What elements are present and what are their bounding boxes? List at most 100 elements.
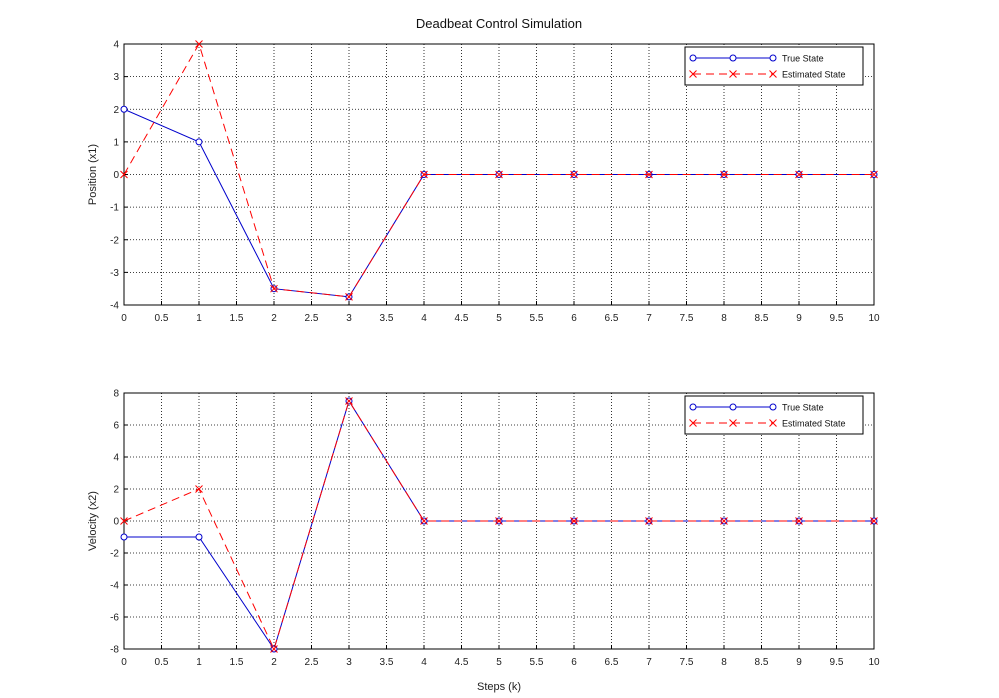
legend-marker: [769, 54, 777, 62]
data-point: [795, 517, 803, 525]
data-point: [570, 170, 578, 179]
data-point: [270, 645, 278, 653]
figure-title: Deadbeat Control Simulation: [416, 16, 582, 31]
legend-marker: [689, 70, 697, 78]
y-tick-label: -2: [110, 549, 119, 560]
x-tick-label: 7.5: [680, 313, 694, 324]
legend-marker: [729, 70, 737, 78]
data-point: [120, 533, 128, 541]
x-tick-label: 1.5: [230, 657, 244, 668]
legend-marker: [729, 54, 737, 62]
data-point: [120, 170, 128, 179]
x-tick-label: 5.5: [530, 313, 544, 324]
x-tick-label: 9.5: [830, 657, 844, 668]
y-tick-label: -2: [110, 235, 119, 246]
data-point: [345, 292, 353, 301]
legend-label: True State: [782, 403, 824, 413]
legend-label: Estimated State: [782, 70, 846, 80]
data-point: [495, 517, 503, 525]
x-tick-label: 3.5: [380, 313, 394, 324]
y-tick-label: 2: [113, 105, 119, 116]
data-point: [720, 170, 728, 179]
legend-marker: [729, 403, 737, 411]
legend-marker: [689, 54, 697, 62]
y-tick-label: 2: [113, 485, 119, 496]
x-tick-label: 3: [346, 313, 352, 324]
legend-box: [684, 46, 864, 86]
y-tick-label: 1: [113, 137, 119, 148]
x-tick-label: 7: [646, 313, 652, 324]
x-tick-label: 3.5: [380, 657, 394, 668]
position-subplot: 0 0.5 1 1.5 2 2.5 3 3.5 4 4.5 5 5.5 6 6.5 7 7.5 8 8.5 9 9.5…: [87, 40, 880, 325]
x-tick-label: 10: [868, 313, 880, 324]
data-point: [195, 40, 203, 48]
legend-marker: [769, 403, 777, 411]
x-tick-label: 4.5: [455, 313, 469, 324]
data-point: [270, 284, 278, 293]
x-tick-label: 1: [196, 657, 202, 668]
x-tick-label: 5: [496, 657, 502, 668]
y-tick-label: 0: [113, 517, 119, 528]
x-tick-label: 0.5: [155, 657, 169, 668]
x-tick-label: 8: [721, 313, 727, 324]
data-point: [345, 397, 353, 405]
data-point: [120, 105, 128, 113]
legend-marker: [769, 419, 777, 427]
x-tick-label: 0: [121, 657, 127, 668]
legend: True State Estimated State: [684, 46, 864, 86]
x-tick-label: 4: [421, 313, 427, 324]
data-point: [195, 485, 203, 493]
legend-marker: [689, 403, 697, 411]
data-point: [570, 517, 578, 525]
data-point: [195, 138, 203, 146]
legend-marker: [729, 419, 737, 427]
y-tick-label: -3: [110, 268, 119, 279]
x-tick-label: 7.5: [680, 657, 694, 668]
x-tick-label: 6: [571, 313, 577, 324]
x-tick-label: 1.5: [230, 313, 244, 324]
y-tick-label: 8: [113, 389, 119, 400]
x-tick-label: 5.5: [530, 657, 544, 668]
x-tick-label: 1: [196, 313, 202, 324]
legend-marker: [689, 419, 697, 427]
data-point: [870, 517, 878, 525]
data-point: [870, 170, 878, 179]
data-point: [795, 170, 803, 179]
data-point: [645, 517, 653, 525]
x-tick-label: 8: [721, 657, 727, 668]
legend-box: [684, 395, 864, 435]
x-tick-label: 6.5: [605, 657, 619, 668]
y-tick-label: 4: [113, 40, 119, 51]
data-point: [495, 170, 503, 179]
data-point: [720, 517, 728, 525]
x-tick-label: 2.5: [305, 657, 319, 668]
x-tick-label: 2.5: [305, 313, 319, 324]
y-tick-label: -6: [110, 613, 119, 624]
x-tick-label: 2: [271, 313, 277, 324]
x-tick-label: 0.5: [155, 313, 169, 324]
x-tick-label: 9.5: [830, 313, 844, 324]
y-tick-label: 0: [113, 170, 119, 181]
data-point: [420, 517, 428, 525]
x-tick-label: 6: [571, 657, 577, 668]
y-axis-label: Velocity (x2): [87, 491, 99, 551]
x-tick-label: 10: [868, 657, 880, 668]
y-tick-label: 3: [113, 72, 119, 83]
y-axis-label: Position (x1): [87, 144, 99, 205]
x-tick-label: 9: [796, 657, 802, 668]
y-tick-label: -1: [110, 203, 119, 214]
y-tick-label: -4: [110, 581, 119, 592]
series-line: [123, 42, 874, 298]
x-tick-label: 5: [496, 313, 502, 324]
legend-marker: [769, 70, 777, 78]
x-tick-label: 0: [121, 313, 127, 324]
x-tick-label: 6.5: [605, 313, 619, 324]
velocity-subplot: 0 0.5 1 1.5 2 2.5 3 3.5 4 4.5 5 5.5 6 6.5 7 7.5 8 8.5 9 9.5…: [87, 389, 880, 669]
y-tick-label: 6: [113, 421, 119, 432]
x-tick-label: 8.5: [755, 313, 769, 324]
data-point: [195, 533, 203, 541]
legend: True State Estimated State: [684, 395, 864, 435]
x-tick-label: 4.5: [455, 657, 469, 668]
x-tick-label: 8.5: [755, 657, 769, 668]
